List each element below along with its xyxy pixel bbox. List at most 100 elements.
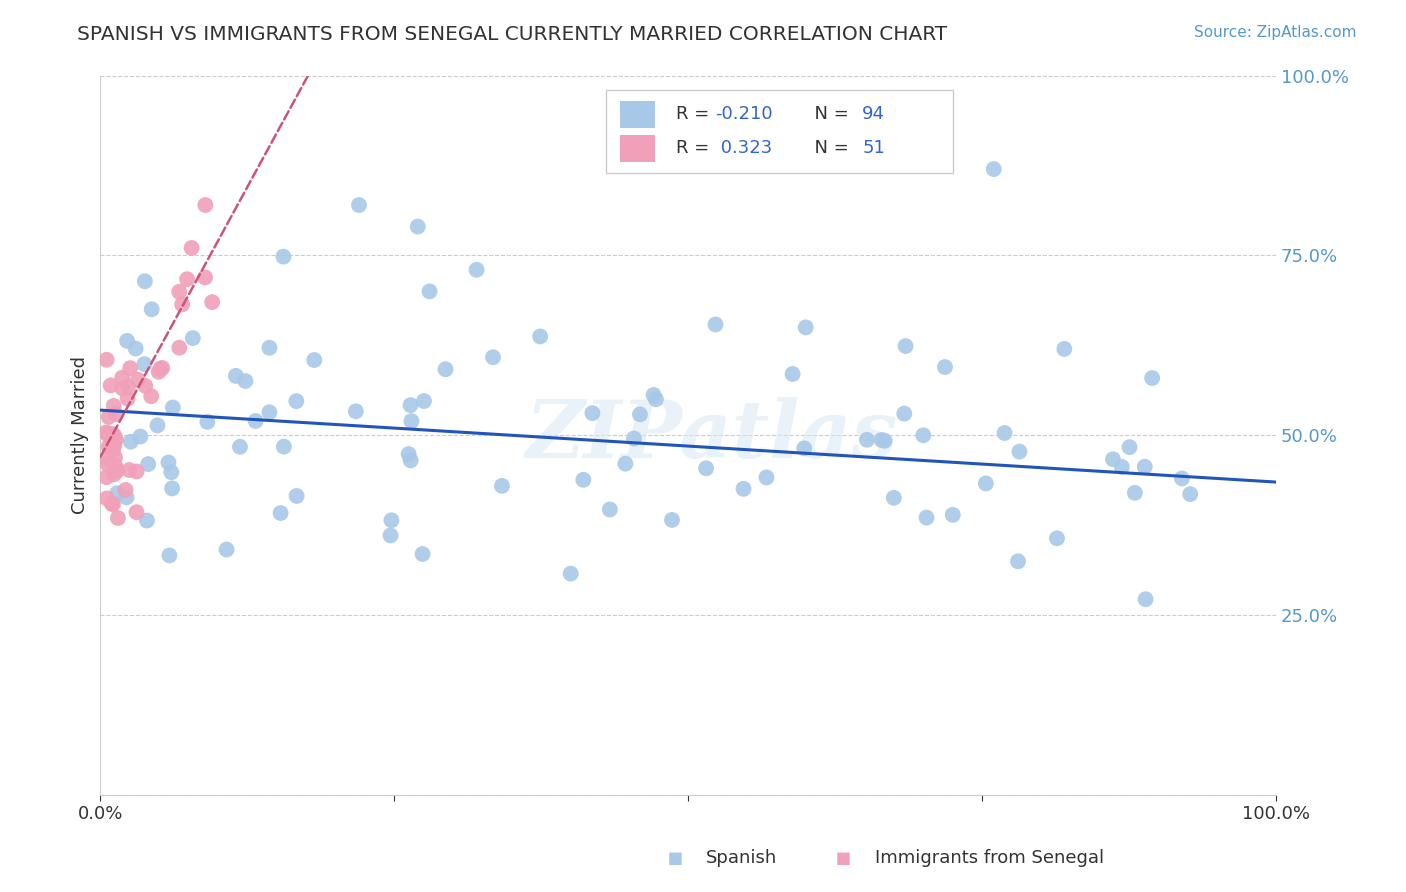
Text: ▪: ▪: [835, 847, 852, 870]
Point: [141, 302, 163, 317]
Point: [581, 406, 603, 420]
Point: [529, 329, 551, 343]
Point: [103, 467, 125, 482]
Text: Source: ZipAtlas.com: Source: ZipAtlas.com: [1194, 25, 1357, 40]
Point: [162, 401, 184, 415]
Point: [201, 295, 224, 310]
Point: [105, 486, 128, 500]
Point: [148, 365, 170, 379]
Point: [782, 367, 804, 381]
Point: [111, 370, 134, 384]
Point: [398, 447, 420, 461]
Point: [194, 198, 217, 212]
Point: [115, 491, 138, 505]
Point: [1102, 452, 1125, 467]
Point: [406, 219, 429, 234]
Point: [125, 505, 148, 519]
Point: [104, 430, 127, 444]
Point: [1046, 531, 1069, 545]
Point: [114, 483, 136, 497]
Point: [124, 342, 146, 356]
Point: [912, 428, 935, 442]
Point: [273, 250, 295, 264]
Text: N =: N =: [803, 139, 855, 157]
Point: [399, 453, 422, 467]
Point: [104, 433, 127, 447]
Text: N =: N =: [803, 105, 855, 123]
Point: [1135, 592, 1157, 607]
Point: [695, 461, 717, 475]
Point: [104, 458, 127, 473]
Point: [270, 506, 292, 520]
Point: [1171, 471, 1194, 485]
Point: [401, 414, 423, 428]
Text: SPANISH VS IMMIGRANTS FROM SENEGAL CURRENTLY MARRIED CORRELATION CHART: SPANISH VS IMMIGRANTS FROM SENEGAL CURRE…: [77, 25, 948, 44]
Text: 0.323: 0.323: [716, 139, 772, 157]
Point: [180, 241, 202, 255]
Y-axis label: Currently Married: Currently Married: [72, 356, 89, 515]
Point: [136, 457, 159, 471]
Point: [1133, 459, 1156, 474]
Point: [96, 470, 118, 484]
Point: [101, 442, 124, 457]
Point: [465, 262, 488, 277]
Point: [259, 341, 281, 355]
Point: [160, 465, 183, 479]
Point: [1053, 342, 1076, 356]
Point: [103, 458, 125, 473]
Text: -0.210: -0.210: [716, 105, 773, 123]
Point: [873, 434, 896, 448]
Point: [101, 427, 124, 442]
Point: [733, 482, 755, 496]
Point: [117, 379, 139, 393]
Point: [259, 405, 281, 419]
Point: [134, 379, 156, 393]
Point: [118, 463, 141, 477]
Point: [146, 418, 169, 433]
Point: [149, 361, 172, 376]
Point: [97, 440, 120, 454]
Point: [942, 508, 965, 522]
Point: [167, 285, 190, 299]
Point: [1008, 444, 1031, 458]
Point: [225, 368, 247, 383]
Point: [105, 464, 128, 478]
Text: R =: R =: [676, 105, 716, 123]
Point: [418, 285, 440, 299]
Point: [125, 465, 148, 479]
Point: [120, 434, 142, 449]
Point: [794, 320, 817, 334]
Point: [117, 392, 139, 406]
Point: [150, 361, 173, 376]
Point: [983, 162, 1005, 177]
Point: [491, 479, 513, 493]
Point: [1140, 371, 1163, 385]
Point: [104, 450, 127, 465]
Point: [107, 511, 129, 525]
Point: [623, 432, 645, 446]
Text: 94: 94: [862, 105, 886, 123]
Point: [169, 341, 191, 355]
Point: [285, 394, 308, 409]
Point: [245, 414, 267, 428]
Point: [100, 431, 122, 445]
Point: [560, 566, 582, 581]
Point: [215, 542, 238, 557]
Point: [482, 351, 505, 365]
Point: [157, 455, 180, 469]
Point: [572, 473, 595, 487]
Point: [934, 359, 956, 374]
Text: R =: R =: [676, 139, 716, 157]
Point: [856, 433, 879, 447]
Point: [285, 489, 308, 503]
Point: [97, 458, 120, 472]
Point: [704, 318, 727, 332]
Point: [344, 404, 367, 418]
Bar: [620, 101, 655, 128]
Point: [883, 491, 905, 505]
FancyBboxPatch shape: [606, 90, 953, 173]
Point: [194, 270, 217, 285]
Point: [96, 491, 118, 506]
Point: [399, 398, 422, 412]
Point: [793, 442, 815, 456]
